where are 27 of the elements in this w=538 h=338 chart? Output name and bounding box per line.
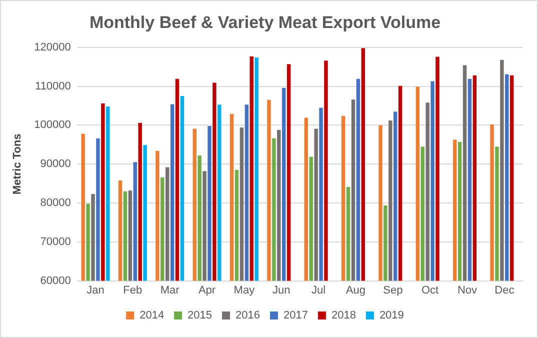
x-tick-label: May: [234, 284, 256, 296]
x-tick-label: Sep: [383, 284, 403, 296]
x-tick-label: Nov: [457, 284, 478, 296]
legend-label: 2019: [379, 310, 404, 322]
y-tick-label: 100000: [34, 119, 71, 132]
chart-title: Monthly Beef & Variety Meat Export Volume: [89, 12, 441, 32]
legend-label: 2016: [236, 310, 260, 322]
y-tick-label: 90000: [40, 158, 71, 170]
y-axis-title: Metric Tons: [12, 134, 24, 195]
y-tick-label: 120000: [34, 41, 71, 54]
legend-label: 2015: [188, 310, 212, 322]
x-tick-label: Jun: [272, 284, 290, 296]
y-tick-label: 80000: [40, 197, 71, 210]
x-tick-label: Oct: [422, 284, 439, 296]
y-tick-label: 110000: [35, 80, 71, 92]
x-tick-label: Apr: [198, 284, 216, 296]
x-tick-label: Mar: [160, 284, 180, 296]
x-tick-label: Dec: [494, 284, 515, 296]
y-tick-label: 60000: [40, 274, 71, 287]
x-tick-label: Aug: [346, 284, 366, 296]
legend-label: 2017: [284, 310, 308, 322]
x-tick-label: Jul: [312, 284, 326, 296]
legend-label: 2018: [331, 310, 356, 322]
legend-label: 2014: [140, 310, 164, 322]
y-tick-label: 70000: [40, 236, 71, 248]
x-tick-label: Jan: [86, 284, 104, 296]
x-tick-label: Feb: [123, 284, 142, 296]
